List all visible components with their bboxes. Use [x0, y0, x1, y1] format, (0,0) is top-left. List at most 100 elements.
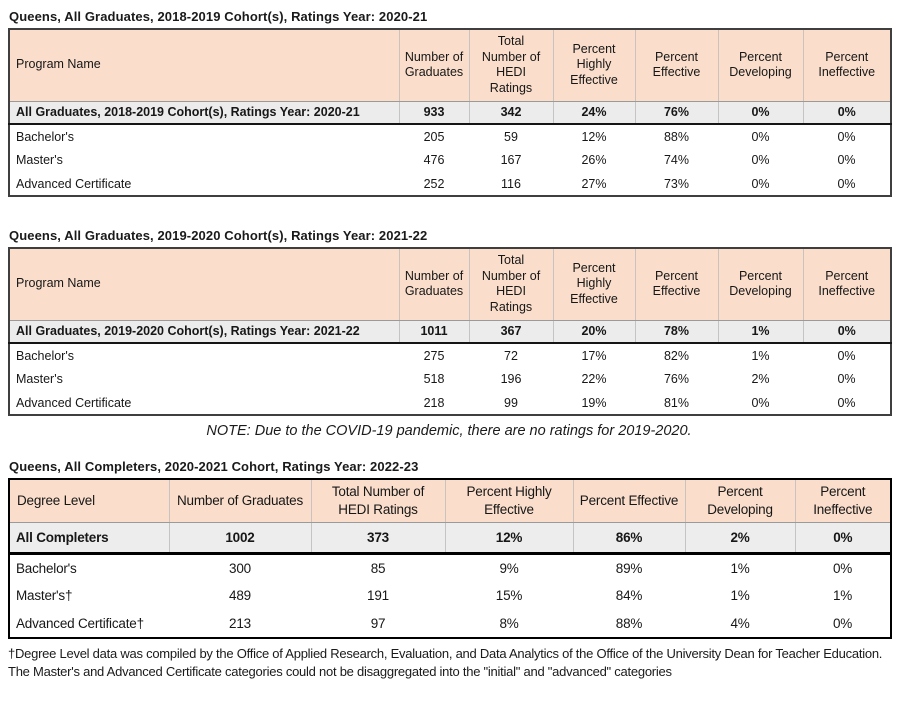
column-header-percent-effective: Percent Effective: [634, 248, 718, 321]
cell: 205: [423, 129, 445, 144]
cell: 76%: [663, 372, 690, 386]
cell: 1%: [717, 320, 803, 344]
table-row: Advanced Certificate 218 99 19% 81% 0% 0…: [9, 391, 891, 415]
column-header-percent-developing: Percent Developing: [717, 248, 803, 321]
table-row: Bachelor's 205 59 12% 88% 0% 0%: [9, 124, 891, 148]
row-label: Master's: [16, 153, 63, 167]
cell: 20%: [552, 320, 635, 344]
cell: 0%: [751, 176, 770, 191]
covid-note: NOTE: Due to the COVID-19 pandemic, ther…: [206, 423, 692, 439]
cell: 86%: [572, 522, 685, 556]
column-header-number-of-graduates: Number of Graduates: [398, 248, 469, 321]
cell: 373: [310, 522, 445, 556]
cell: 15%: [495, 588, 523, 604]
cell: 1002: [168, 522, 311, 556]
column-header-percent-ineffective: Percent Ineffective: [802, 29, 891, 102]
cell: 89%: [615, 561, 643, 577]
cell: 88%: [663, 129, 690, 144]
row-label: Bachelor's: [16, 129, 74, 144]
column-header-percent-highly-effective: Percent Highly Effective: [552, 248, 635, 321]
cell: 1%: [730, 588, 750, 604]
cell: 19%: [581, 395, 607, 410]
cell: 8%: [499, 615, 519, 631]
cell: 167: [500, 153, 522, 167]
cell: 17%: [581, 348, 607, 363]
cell: 275: [423, 348, 445, 363]
cell: 1011: [398, 320, 469, 344]
cell: 26%: [581, 153, 607, 167]
column-header-percent-developing: Percent Developing: [684, 479, 795, 524]
table-row: Advanced Certificate 252 116 27% 73% 0% …: [9, 172, 891, 196]
cell: 0%: [837, 153, 856, 167]
cell: 99: [504, 395, 518, 410]
column-header-program-name: Program Name: [9, 29, 399, 102]
table-title-graduates-2019-2020: Queens, All Graduates, 2019-2020 Cohort(…: [9, 228, 428, 243]
cell: 81%: [663, 395, 690, 410]
cell: 85: [370, 561, 386, 577]
row-label: Master's: [16, 372, 63, 386]
report-page: Queens, All Graduates, 2018-2019 Cohort(…: [8, 9, 892, 679]
cell: 73%: [663, 176, 690, 191]
summary-label: All Completers: [9, 522, 169, 556]
cell: 1%: [751, 348, 770, 363]
column-header-percent-developing: Percent Developing: [717, 29, 803, 102]
cell: 97: [370, 615, 386, 631]
cell: 1%: [730, 561, 750, 577]
cell: 0%: [751, 395, 770, 410]
column-header-percent-ineffective: Percent Ineffective: [794, 479, 891, 524]
column-header-total-hedi-ratings: Total Number of HEDI Ratings: [310, 479, 445, 524]
cell: 27%: [581, 176, 607, 191]
cell: 0%: [794, 522, 891, 556]
cell: 4%: [730, 615, 750, 631]
table-row: Master's 518 196 22% 76% 2% 0%: [9, 367, 891, 391]
cell: 74%: [663, 153, 690, 167]
cell: 88%: [615, 615, 643, 631]
column-header-total-hedi-ratings: Total Number of HEDI Ratings: [468, 248, 553, 321]
summary-label: All Graduates, 2019-2020 Cohort(s), Rati…: [9, 320, 399, 344]
table-row: Bachelor's 300 85 9% 89% 1% 0%: [9, 554, 891, 582]
cell: 76%: [634, 101, 718, 125]
cell: 191: [367, 588, 389, 604]
cell: 2%: [751, 372, 770, 386]
header-row: Degree Level Number of Graduates Total N…: [9, 479, 891, 524]
cell: 0%: [717, 101, 803, 125]
cell: 252: [423, 176, 445, 191]
cell: 2%: [684, 522, 795, 556]
row-label: Advanced Certificate: [16, 395, 132, 410]
cell: 933: [398, 101, 469, 125]
cell: 0%: [751, 129, 770, 144]
cell: 72: [504, 348, 518, 363]
cell: 24%: [552, 101, 635, 125]
cell: 196: [500, 372, 522, 386]
row-label: Master's†: [16, 588, 73, 604]
summary-row: All Completers 1002 373 12% 86% 2% 0%: [9, 522, 891, 556]
table-title-graduates-2018-2019: Queens, All Graduates, 2018-2019 Cohort(…: [9, 9, 428, 24]
header-row: Program Name Number of Graduates Total N…: [9, 248, 891, 321]
cell: 84%: [615, 588, 643, 604]
column-header-number-of-graduates: Number of Graduates: [398, 29, 469, 102]
cell: 0%: [837, 129, 856, 144]
column-header-number-of-graduates: Number of Graduates: [168, 479, 311, 524]
completers-table-2020-2021: Degree Level Number of Graduates Total N…: [8, 478, 892, 639]
cell: 0%: [832, 561, 853, 577]
cell: 518: [423, 372, 445, 386]
cell: 367: [468, 320, 553, 344]
cell: 12%: [581, 129, 607, 144]
cell: 116: [501, 176, 521, 191]
cell: 300: [229, 561, 251, 577]
cell: 9%: [499, 561, 519, 577]
cell: 0%: [837, 395, 856, 410]
cell: 489: [229, 588, 251, 604]
column-header-percent-effective: Percent Effective: [572, 479, 685, 524]
row-label: Bachelor's: [16, 348, 74, 363]
cell: 476: [423, 153, 445, 167]
cell: 0%: [802, 101, 891, 125]
cell: 59: [504, 129, 518, 144]
cell: 0%: [837, 176, 856, 191]
row-label: Advanced Certificate†: [16, 615, 144, 631]
cell: 22%: [581, 372, 607, 386]
cell: 0%: [837, 372, 856, 386]
graduates-table-2018-2019: Program Name Number of Graduates Total N…: [8, 28, 892, 197]
cell: 0%: [751, 153, 770, 167]
column-header-degree-level: Degree Level: [9, 479, 169, 524]
